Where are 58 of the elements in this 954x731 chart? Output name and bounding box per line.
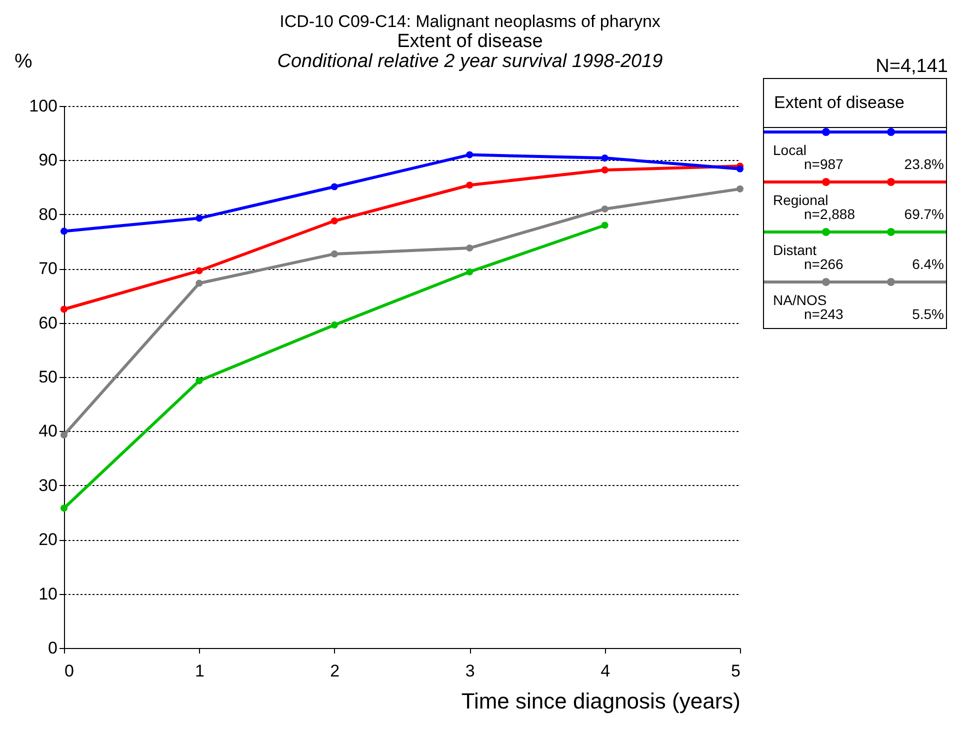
y-tick-label: 50 — [38, 368, 58, 386]
text: Conditional relative 2 year survival 1998-2019 — [276, 51, 664, 72]
point — [330, 250, 338, 258]
point — [330, 217, 338, 224]
point — [60, 306, 68, 313]
chart-subtitle: Extent of disease — [396, 31, 544, 52]
point — [601, 205, 608, 213]
point — [466, 151, 474, 158]
point — [601, 154, 608, 162]
text: 6.4% — [912, 256, 944, 272]
point — [196, 214, 203, 222]
point — [466, 268, 474, 276]
point — [196, 377, 203, 384]
y-tick-label: 70 — [38, 259, 58, 278]
x-tick-label: 4 — [600, 662, 610, 680]
y-tick-label: 30 — [38, 476, 58, 495]
point — [60, 431, 68, 439]
point — [736, 185, 744, 192]
text: n=243 — [804, 306, 844, 322]
point — [736, 165, 744, 172]
text: 69.7% — [904, 206, 944, 222]
y-tick-label: 80 — [38, 204, 58, 224]
point — [466, 182, 474, 189]
point — [60, 228, 68, 235]
y-tick-label: 20 — [38, 530, 58, 550]
text: n=266 — [804, 256, 844, 272]
text: Local — [773, 142, 806, 158]
point — [601, 166, 608, 174]
x-tick-label: 0 — [64, 662, 74, 680]
y-tick-label: 40 — [38, 422, 58, 441]
legend-title: Extent of disease — [764, 79, 946, 128]
text: N=4,141 — [876, 56, 948, 78]
chart-title: ICD-10 C09-C14: Malignant neoplasms of pharynx — [278, 12, 662, 32]
point — [196, 280, 203, 287]
legend-label: Distant — [773, 242, 817, 258]
y-tick-label: 10 — [38, 584, 58, 604]
y-tick-label: 60 — [38, 313, 58, 332]
point — [330, 321, 338, 328]
y-tick-label: 90 — [38, 150, 58, 170]
x-tick-label: 2 — [330, 662, 340, 680]
x-tick-label: 3 — [465, 662, 475, 680]
legend-label: Regional — [773, 192, 828, 208]
y-axis-title: % — [14, 50, 32, 72]
x-tick-label: 5 — [731, 662, 740, 680]
y-tick-label: 100 — [29, 96, 58, 116]
text: n=2,888 — [804, 206, 855, 222]
point — [196, 267, 203, 274]
x-tick-label: 1 — [194, 662, 204, 680]
point — [330, 183, 338, 190]
text: 23.8% — [904, 156, 944, 172]
x-axis-title: Time since diagnosis (years) — [461, 688, 740, 714]
y-tick-label: 0 — [48, 638, 58, 658]
legend-label: NA/NOS — [773, 292, 827, 308]
point — [601, 222, 608, 229]
point — [466, 244, 474, 252]
text: n=987 — [804, 156, 844, 172]
point — [60, 504, 68, 512]
text: 5.5% — [912, 306, 944, 322]
